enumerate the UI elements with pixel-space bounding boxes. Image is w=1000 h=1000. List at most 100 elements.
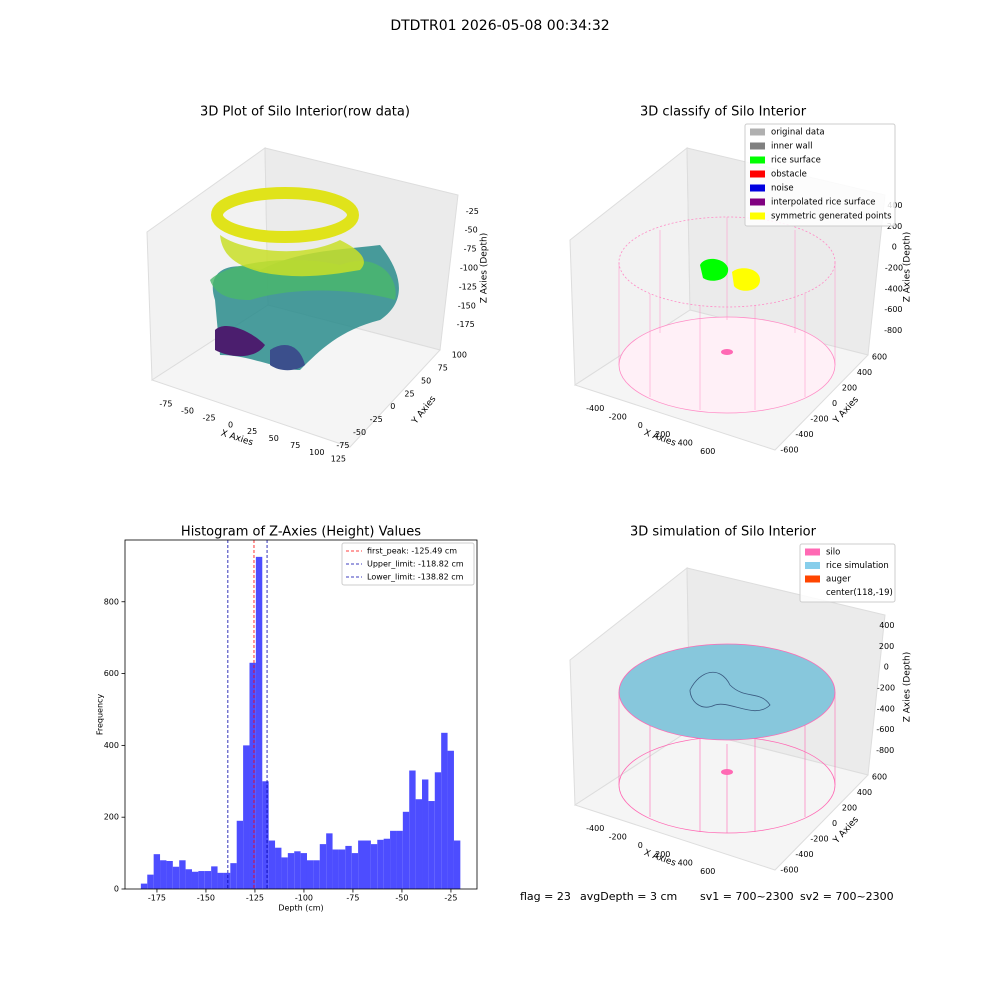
bar — [402, 811, 410, 889]
z-tick-label: 400 — [879, 621, 894, 630]
y-tick-label: 100 — [452, 351, 467, 360]
y-tick-label: 400 — [857, 788, 872, 797]
bar — [370, 844, 378, 889]
legend-swatch — [750, 156, 765, 164]
legend-label: Upper_limit: -118.82 cm — [367, 560, 464, 569]
bar — [236, 820, 244, 889]
chart-title: 3D Plot of Silo Interior(row data) — [200, 105, 410, 120]
legend-label: auger — [826, 575, 851, 585]
x-tick-label: -50 — [181, 407, 194, 416]
chart-title: 3D simulation of Silo Interior — [630, 525, 817, 540]
legend-swatch — [750, 128, 765, 136]
z-tick-label: -600 — [884, 305, 902, 314]
axes-frame — [124, 539, 478, 890]
y-tick-label: 0 — [832, 819, 837, 828]
z-tick-label: -125 — [459, 282, 477, 291]
x-tick-label: 25 — [247, 427, 257, 436]
bar — [223, 872, 231, 889]
legend-swatch — [805, 575, 820, 583]
bar — [211, 866, 218, 889]
bar — [179, 860, 186, 889]
bar — [140, 883, 148, 889]
x-tick-label: 0 — [228, 420, 233, 429]
bar — [281, 857, 288, 889]
legend-box — [744, 123, 896, 227]
x-tick-label: -175 — [148, 894, 166, 903]
x-tick-label: 600 — [700, 447, 715, 456]
bar — [230, 863, 237, 889]
z-tick-label: -400 — [885, 284, 903, 293]
bar — [447, 750, 454, 889]
bar — [294, 851, 301, 889]
y-tick-label: -400 — [795, 430, 813, 439]
y-axis-label: Frequency — [96, 694, 105, 736]
bar — [243, 745, 250, 889]
y-tick-label: 200 — [104, 813, 119, 822]
legend-label: noise — [771, 184, 794, 194]
y-tick-label: 0 — [390, 402, 395, 411]
bar — [396, 830, 403, 889]
x-axis-label: Depth (cm) — [278, 904, 323, 913]
legend-swatch — [750, 198, 765, 206]
chart-title: Histogram of Z-Axies (Height) Values — [181, 525, 421, 540]
y-tick-label: 0 — [832, 399, 837, 408]
y-tick-label: -600 — [780, 446, 798, 455]
z-tick-label: -400 — [877, 704, 895, 713]
y-tick-label: 600 — [104, 669, 119, 678]
legend-label: center(118,-19) — [826, 588, 893, 598]
x-tick-label: -400 — [586, 824, 604, 833]
x-tick-label: -100 — [295, 894, 313, 903]
bar — [204, 871, 212, 889]
y-tick-label: -75 — [336, 441, 349, 450]
legend-swatch — [805, 548, 820, 556]
legend-label: first_peak: -125.49 cm — [367, 547, 457, 556]
y-tick-label: -200 — [810, 415, 828, 424]
footer-text: sv1 = 700~2300 — [700, 890, 794, 903]
chart-title: 3D classify of Silo Interior — [640, 105, 807, 120]
legend-label: Lower_limit: -138.82 cm — [367, 573, 464, 582]
legend-label: symmetric generated points — [771, 212, 892, 222]
bar — [172, 866, 180, 889]
legend-label: original data — [771, 128, 825, 138]
y-tick-label: 75 — [438, 364, 448, 373]
bar — [153, 854, 161, 889]
legend-label: silo — [826, 548, 840, 558]
bar — [191, 871, 199, 889]
y-tick-label: 600 — [872, 772, 887, 781]
y-tick-label: 0 — [114, 885, 119, 894]
bar — [268, 840, 276, 889]
bar — [300, 853, 307, 889]
x-tick-label: 0 — [638, 421, 643, 430]
bar — [185, 869, 192, 889]
bar — [383, 838, 391, 889]
z-tick-label: -25 — [466, 207, 479, 216]
x-tick-label: 50 — [269, 434, 279, 443]
silo-simulation — [569, 566, 886, 871]
y-tick-label: 800 — [104, 597, 119, 606]
z-tick-label: -50 — [465, 226, 478, 235]
bar — [409, 770, 416, 889]
point-cloud — [146, 147, 459, 448]
bar — [434, 772, 442, 889]
bar — [441, 732, 448, 889]
x-tick-label: -25 — [203, 413, 216, 422]
legend-label: rice simulation — [826, 561, 889, 571]
z-axis-label: Z Axies (Depth) — [903, 652, 913, 723]
footer-text: flag = 23 — [520, 890, 571, 903]
x-tick-label: 100 — [309, 448, 324, 457]
y-tick-label: 600 — [872, 352, 887, 361]
y-tick-label: -50 — [353, 428, 366, 437]
bar — [332, 849, 339, 889]
x-tick-label: -400 — [586, 404, 604, 413]
x-tick-label: 400 — [678, 439, 693, 448]
z-axis-label: Z Axies (Depth) — [480, 233, 490, 304]
y-tick-label: 200 — [842, 383, 857, 392]
x-tick-label: 75 — [290, 441, 300, 450]
bar — [160, 860, 167, 889]
bar — [217, 872, 224, 889]
bar — [198, 871, 205, 889]
z-tick-label: -800 — [884, 326, 902, 335]
bar — [364, 840, 371, 889]
x-tick-label: 200 — [655, 430, 670, 439]
footer-text: sv2 = 700~2300 — [800, 890, 894, 903]
